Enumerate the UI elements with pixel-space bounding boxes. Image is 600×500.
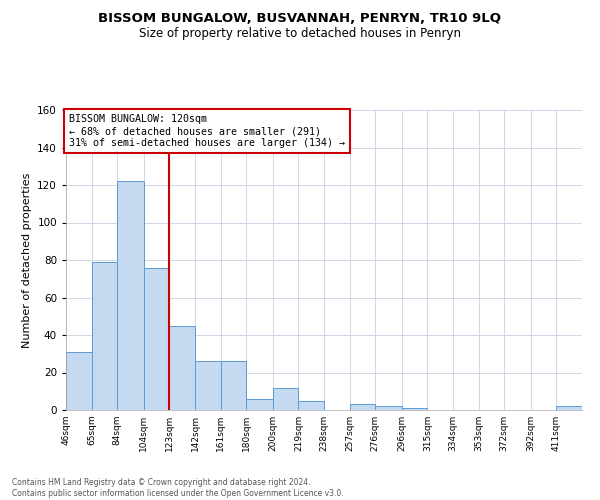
Bar bbox=[66, 352, 92, 410]
Bar bbox=[221, 361, 246, 410]
Y-axis label: Number of detached properties: Number of detached properties bbox=[22, 172, 32, 348]
Bar bbox=[556, 406, 582, 410]
Bar bbox=[246, 399, 273, 410]
Bar bbox=[195, 361, 221, 410]
Bar bbox=[273, 388, 298, 410]
Bar bbox=[402, 408, 427, 410]
Bar bbox=[169, 326, 195, 410]
Text: Size of property relative to detached houses in Penryn: Size of property relative to detached ho… bbox=[139, 28, 461, 40]
Text: Contains HM Land Registry data © Crown copyright and database right 2024.
Contai: Contains HM Land Registry data © Crown c… bbox=[12, 478, 344, 498]
Bar bbox=[144, 268, 169, 410]
Bar bbox=[298, 400, 324, 410]
Bar bbox=[375, 406, 402, 410]
Bar bbox=[350, 404, 375, 410]
Text: BISSOM BUNGALOW: 120sqm
← 68% of detached houses are smaller (291)
31% of semi-d: BISSOM BUNGALOW: 120sqm ← 68% of detache… bbox=[68, 114, 344, 148]
Bar bbox=[92, 262, 117, 410]
Bar bbox=[117, 181, 144, 410]
Text: BISSOM BUNGALOW, BUSVANNAH, PENRYN, TR10 9LQ: BISSOM BUNGALOW, BUSVANNAH, PENRYN, TR10… bbox=[98, 12, 502, 26]
